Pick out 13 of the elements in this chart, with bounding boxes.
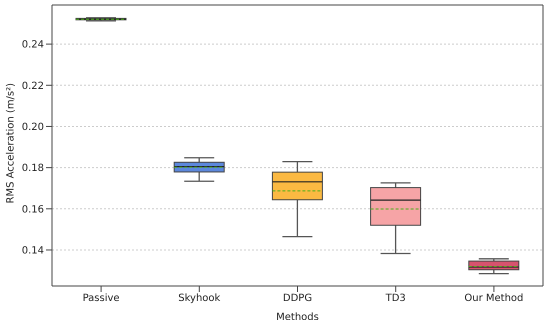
y-tick-label: 0.24	[22, 40, 44, 51]
y-tick-label: 0.20	[22, 122, 44, 134]
x-tick-label: TD3	[384, 293, 406, 304]
y-tick-label: 0.14	[22, 246, 44, 257]
x-axis-title: Methods	[276, 312, 319, 320]
x-tick-label: DDPG	[282, 293, 312, 304]
x-tick-label: Our Method	[464, 293, 524, 304]
x-tick-label: Skyhook	[178, 293, 221, 304]
y-axis-title: RMS Acceleration (m/s²)	[6, 82, 17, 204]
x-tick-label: Passive	[82, 293, 120, 304]
y-tick-label: 0.16	[22, 204, 44, 216]
y-tick-label: 0.22	[22, 80, 44, 92]
y-tick-label: 0.18	[22, 163, 44, 174]
